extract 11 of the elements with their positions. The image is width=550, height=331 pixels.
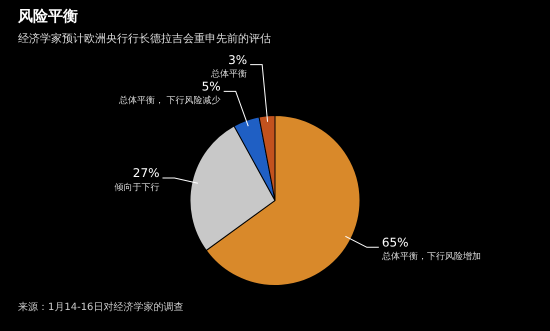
slice-label: 总体平衡 [210, 68, 248, 80]
data-label: 5% [202, 79, 221, 94]
chart-title: 风险平衡 [18, 7, 78, 26]
data-label: 65% [382, 235, 408, 250]
chart-subtitle: 经济学家预计欧洲央行行长德拉吉会重申先前的评估 [18, 31, 271, 46]
source-note: 来源：1月14-16日对经济学家的调查 [18, 300, 184, 314]
data-label: 3% [228, 52, 248, 67]
data-label: 27% [132, 166, 160, 180]
slice-label: 总体平衡， 下行风险减少 [118, 95, 221, 106]
slice-label: 总体平衡，下行风险增加 [380, 251, 481, 262]
slice-label: 倾向于下行 [114, 182, 160, 193]
